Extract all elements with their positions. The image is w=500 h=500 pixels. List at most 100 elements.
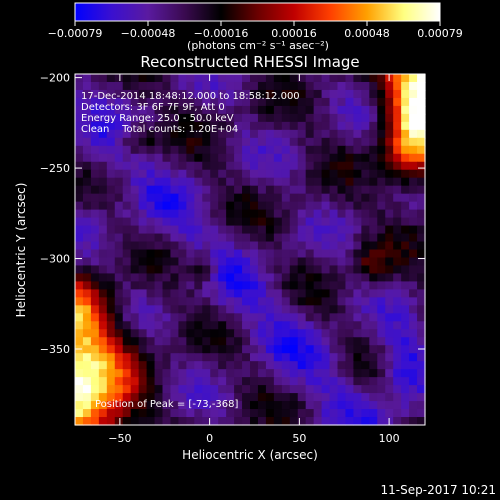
heatmap-cell xyxy=(417,321,426,330)
heatmap-cell xyxy=(385,377,394,386)
heatmap-cell xyxy=(257,337,267,346)
heatmap-cell xyxy=(162,81,172,91)
heatmap-cell xyxy=(353,153,362,163)
heatmap-cell xyxy=(130,113,140,123)
heatmap-cell xyxy=(289,169,299,179)
heatmap-cell xyxy=(369,345,378,354)
heatmap-cell xyxy=(170,233,179,243)
heatmap-cell xyxy=(154,393,164,402)
heatmap-cell xyxy=(82,137,92,147)
heatmap-cell xyxy=(75,417,84,426)
heatmap-cell xyxy=(122,273,132,283)
heatmap-cell xyxy=(417,273,426,283)
heatmap-cell xyxy=(281,401,291,410)
heatmap-cell xyxy=(226,281,235,290)
heatmap-cell xyxy=(170,377,179,386)
heatmap-cell xyxy=(265,217,275,227)
heatmap-cell xyxy=(265,209,275,219)
heatmap-cell xyxy=(329,417,339,426)
heatmap-cell xyxy=(409,81,418,91)
heatmap-cell xyxy=(210,385,219,394)
heatmap-cell xyxy=(361,345,370,354)
heatmap-cell xyxy=(297,193,307,203)
heatmap-cell xyxy=(122,145,132,155)
heatmap-cell xyxy=(194,409,203,418)
heatmap-cell xyxy=(178,385,187,394)
heatmap-cell xyxy=(122,289,132,298)
heatmap-cell xyxy=(321,161,331,171)
heatmap-cell xyxy=(138,361,148,370)
heatmap-cell xyxy=(305,321,315,330)
heatmap-cell xyxy=(218,417,227,426)
heatmap-cell xyxy=(377,329,386,338)
heatmap-cell xyxy=(289,153,299,163)
heatmap-cell xyxy=(234,361,243,370)
heatmap-cell xyxy=(337,74,347,83)
heatmap-cell xyxy=(321,105,331,115)
heatmap-cell xyxy=(401,377,410,386)
heatmap-cell xyxy=(162,217,172,227)
heatmap-cell xyxy=(98,193,108,203)
heatmap-cell xyxy=(353,257,362,267)
heatmap-cell xyxy=(106,193,116,203)
heatmap-cell xyxy=(409,369,418,378)
heatmap-cell xyxy=(130,137,140,147)
heatmap-cell xyxy=(202,385,211,394)
heatmap-cell xyxy=(106,113,116,123)
heatmap-cell xyxy=(162,185,172,195)
heatmap-cell xyxy=(257,105,267,115)
heatmap-cell xyxy=(186,369,195,378)
heatmap-cell xyxy=(369,409,378,418)
heatmap-cell xyxy=(385,217,394,227)
heatmap-cell xyxy=(401,273,410,283)
heatmap-cell xyxy=(329,113,339,123)
heatmap-cell xyxy=(377,377,386,386)
heatmap-cell xyxy=(98,153,108,163)
heatmap-cell xyxy=(114,353,124,362)
heatmap-cell xyxy=(385,409,394,418)
heatmap-cell xyxy=(122,177,132,187)
heatmap-cell xyxy=(130,129,140,139)
heatmap-cell xyxy=(146,313,156,322)
heatmap-cell xyxy=(218,377,227,386)
heatmap-cell xyxy=(130,265,140,275)
heatmap-cell xyxy=(385,177,394,187)
heatmap-cell xyxy=(162,409,172,418)
heatmap-cell xyxy=(202,345,211,354)
heatmap-cell xyxy=(417,393,426,402)
heatmap-cell xyxy=(194,177,203,187)
heatmap-cell xyxy=(130,121,140,131)
heatmap-cell xyxy=(385,385,394,394)
heatmap-cell xyxy=(385,305,394,314)
heatmap-cell xyxy=(170,153,179,163)
heatmap-cell xyxy=(90,225,100,235)
heatmap-cell xyxy=(170,313,179,322)
heatmap-cell xyxy=(186,417,195,426)
heatmap-cell xyxy=(281,345,291,354)
heatmap-cell xyxy=(377,321,386,330)
heatmap-cell xyxy=(281,89,291,99)
heatmap-cell xyxy=(75,249,84,259)
heatmap-cell xyxy=(98,417,108,426)
heatmap-cell xyxy=(377,129,386,139)
heatmap-cell xyxy=(313,265,323,275)
heatmap-cell xyxy=(146,353,156,362)
heatmap-cell xyxy=(75,185,84,195)
heatmap-cell xyxy=(162,361,172,370)
heatmap-cell xyxy=(321,89,331,99)
heatmap-cell xyxy=(281,177,291,187)
heatmap-cell xyxy=(265,313,275,322)
heatmap-cell xyxy=(385,129,394,139)
heatmap-cell xyxy=(305,353,315,362)
heatmap-cell xyxy=(218,393,227,402)
heatmap-cell xyxy=(401,361,410,370)
heatmap-cell xyxy=(297,321,307,330)
heatmap-cell xyxy=(194,273,203,283)
heatmap-cell xyxy=(194,121,203,131)
heatmap-cell xyxy=(178,169,187,179)
heatmap-cell xyxy=(289,193,299,203)
heatmap-cell xyxy=(401,401,410,410)
heatmap-cell xyxy=(305,121,315,131)
heatmap-cell xyxy=(369,241,378,251)
heatmap-cell xyxy=(313,153,323,163)
